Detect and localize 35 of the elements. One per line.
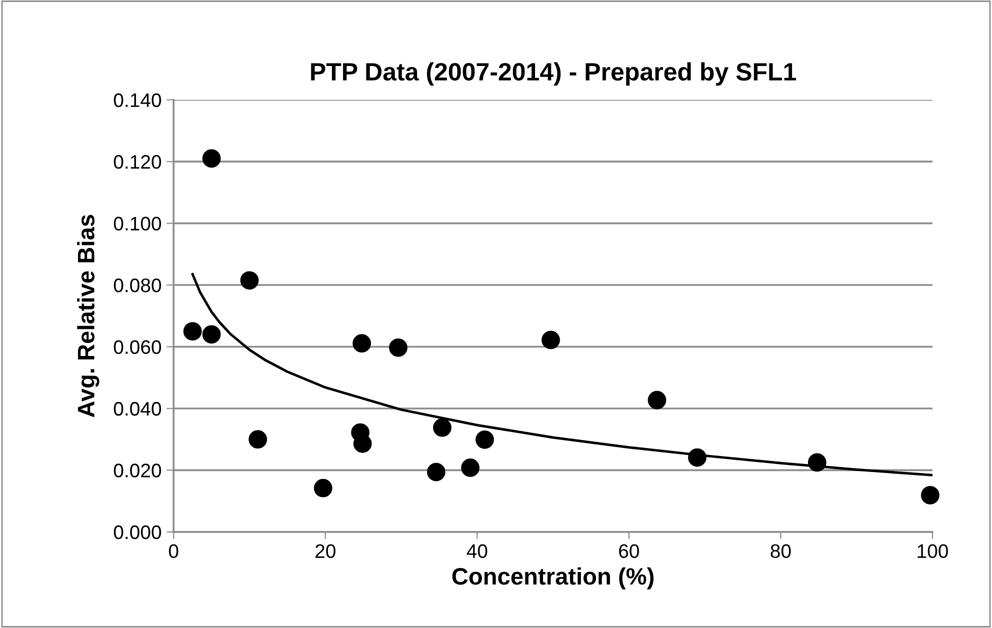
x-tick-label: 20 [316, 544, 336, 558]
point [240, 271, 259, 290]
x-tick-label: 60 [619, 544, 639, 558]
point [648, 390, 666, 410]
y-tick-label: 0.140 [114, 93, 162, 108]
x-tick-label: 100 [918, 544, 948, 558]
x-axis-title: Concentration (%) [452, 567, 654, 590]
point [352, 334, 372, 353]
y-tick-label: 0.020 [114, 464, 162, 478]
y-tick-label: 0.080 [114, 278, 162, 292]
point [314, 478, 332, 498]
point [389, 338, 408, 357]
x-tick-label: 80 [770, 544, 791, 558]
y-tick-label: 0.040 [114, 402, 162, 416]
point [426, 462, 446, 482]
point [921, 486, 940, 504]
point [688, 448, 706, 467]
point [461, 458, 480, 477]
point [476, 430, 494, 449]
x-tick-label: 40 [466, 544, 488, 558]
x-tick-label: 0 [168, 544, 178, 558]
y-axis-title: Avg. Relative Bias [77, 214, 100, 418]
y-tick-label: 0.120 [114, 155, 162, 169]
point [433, 418, 452, 437]
point [183, 322, 202, 341]
point [542, 330, 560, 350]
point [202, 149, 221, 168]
chart-title: PTP Data (2007-2014) - Prepared by SFL1 [311, 62, 796, 86]
point [808, 453, 826, 472]
y-tick-label: 0.100 [114, 216, 162, 231]
y-tick-label: 0.060 [114, 340, 162, 354]
point [202, 325, 221, 344]
y-tick-label: 0.000 [114, 525, 162, 540]
point [248, 430, 268, 449]
line-series [191, 272, 932, 476]
